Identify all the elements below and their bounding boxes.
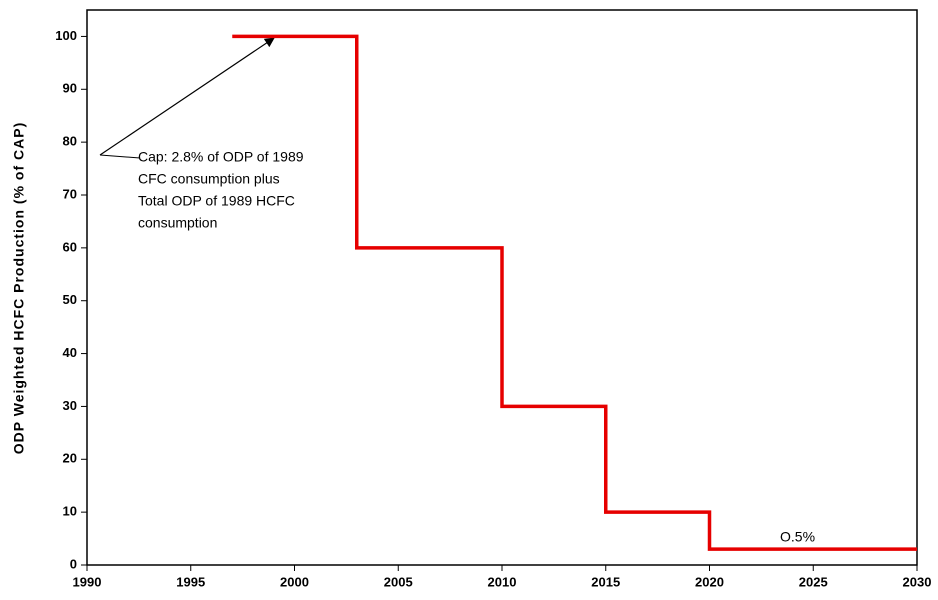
y-tick-label: 40 (63, 345, 77, 360)
y-tick-label: 20 (63, 451, 77, 466)
y-tick-label: 0 (70, 556, 77, 571)
x-tick-label: 2000 (280, 574, 309, 589)
annotation-text: CFC consumption plus (138, 171, 280, 187)
annotation-leader (99, 154, 141, 159)
step-line (232, 34, 917, 551)
x-tick-label: 1990 (73, 574, 102, 589)
y-tick-label: 80 (63, 134, 77, 149)
x-tick-label: 2005 (384, 574, 413, 589)
x-tick-label: 2010 (488, 574, 517, 589)
annotation-text: Total ODP of 1989 HCFC (138, 193, 295, 209)
y-tick-label: 90 (63, 81, 77, 96)
x-tick-label: 2015 (591, 574, 620, 589)
annotation-text: Cap: 2.8% of ODP of 1989 (138, 149, 304, 165)
x-tick-label: 2025 (799, 574, 828, 589)
annotation-text: consumption (138, 215, 217, 231)
y-tick-label: 60 (63, 239, 77, 254)
annotation-text: O.5% (780, 529, 815, 545)
x-tick-label: 2020 (695, 574, 724, 589)
y-tick-label: 10 (63, 504, 77, 519)
y-tick-label: 50 (63, 292, 77, 307)
y-tick-label: 70 (63, 186, 77, 201)
x-tick-label: 2030 (903, 574, 932, 589)
y-axis-label: ODP Weighted HCFC Production (% of CAP) (11, 122, 27, 454)
x-tick-label: 1995 (176, 574, 205, 589)
y-tick-label: 30 (63, 398, 77, 413)
y-tick-label: 100 (55, 28, 77, 43)
annotation-arrow (99, 37, 275, 156)
